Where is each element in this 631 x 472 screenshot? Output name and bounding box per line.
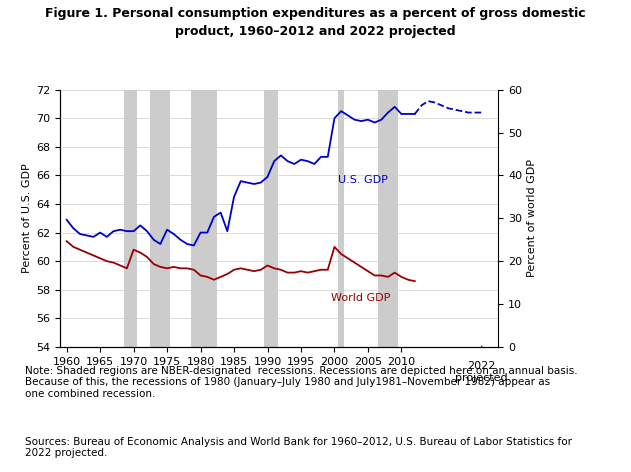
Bar xyxy=(191,90,217,347)
Y-axis label: Percent of U.S. GDP: Percent of U.S. GDP xyxy=(22,163,32,273)
Y-axis label: Percent of world GDP: Percent of world GDP xyxy=(526,159,536,277)
Text: Note: Shaded regions are NBER-designated  recessions. Recessions are depicted he: Note: Shaded regions are NBER-designated… xyxy=(25,366,578,399)
Bar xyxy=(338,90,345,347)
Text: World GDP: World GDP xyxy=(331,293,391,303)
Text: U.S. GDP: U.S. GDP xyxy=(338,175,387,185)
Bar xyxy=(264,90,278,347)
Text: 2022
projected: 2022 projected xyxy=(456,361,508,383)
Text: Sources: Bureau of Economic Analysis and World Bank for 1960–2012, U.S. Bureau o: Sources: Bureau of Economic Analysis and… xyxy=(25,437,572,458)
Text: product, 1960–2012 and 2022 projected: product, 1960–2012 and 2022 projected xyxy=(175,25,456,38)
Bar xyxy=(378,90,398,347)
Text: Figure 1. Personal consumption expenditures as a percent of gross domestic: Figure 1. Personal consumption expenditu… xyxy=(45,7,586,20)
Bar xyxy=(124,90,137,347)
Bar xyxy=(150,90,170,347)
